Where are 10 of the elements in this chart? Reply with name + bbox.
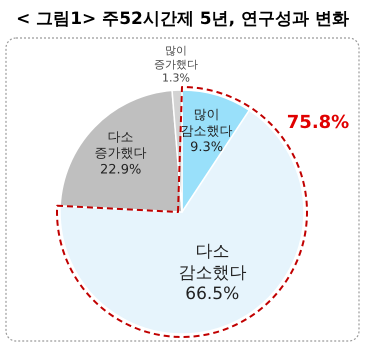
slice-label: 많이 증가했다 bbox=[154, 44, 198, 71]
slice-label: 많이 감소했다 bbox=[180, 108, 233, 139]
chart-title: < 그림1> 주52시간제 5년, 연구성과 변화 bbox=[16, 9, 349, 29]
data-label: 9.3% bbox=[190, 140, 224, 156]
slice-label: 다소 감소했다 bbox=[178, 242, 246, 283]
data-label: 66.5% bbox=[185, 284, 240, 304]
data-label: 22.9% bbox=[100, 162, 142, 178]
text: 75.8% bbox=[286, 112, 350, 133]
slice-label: 다소 증가했다 bbox=[94, 130, 147, 162]
data-label: 1.3% bbox=[162, 72, 190, 85]
